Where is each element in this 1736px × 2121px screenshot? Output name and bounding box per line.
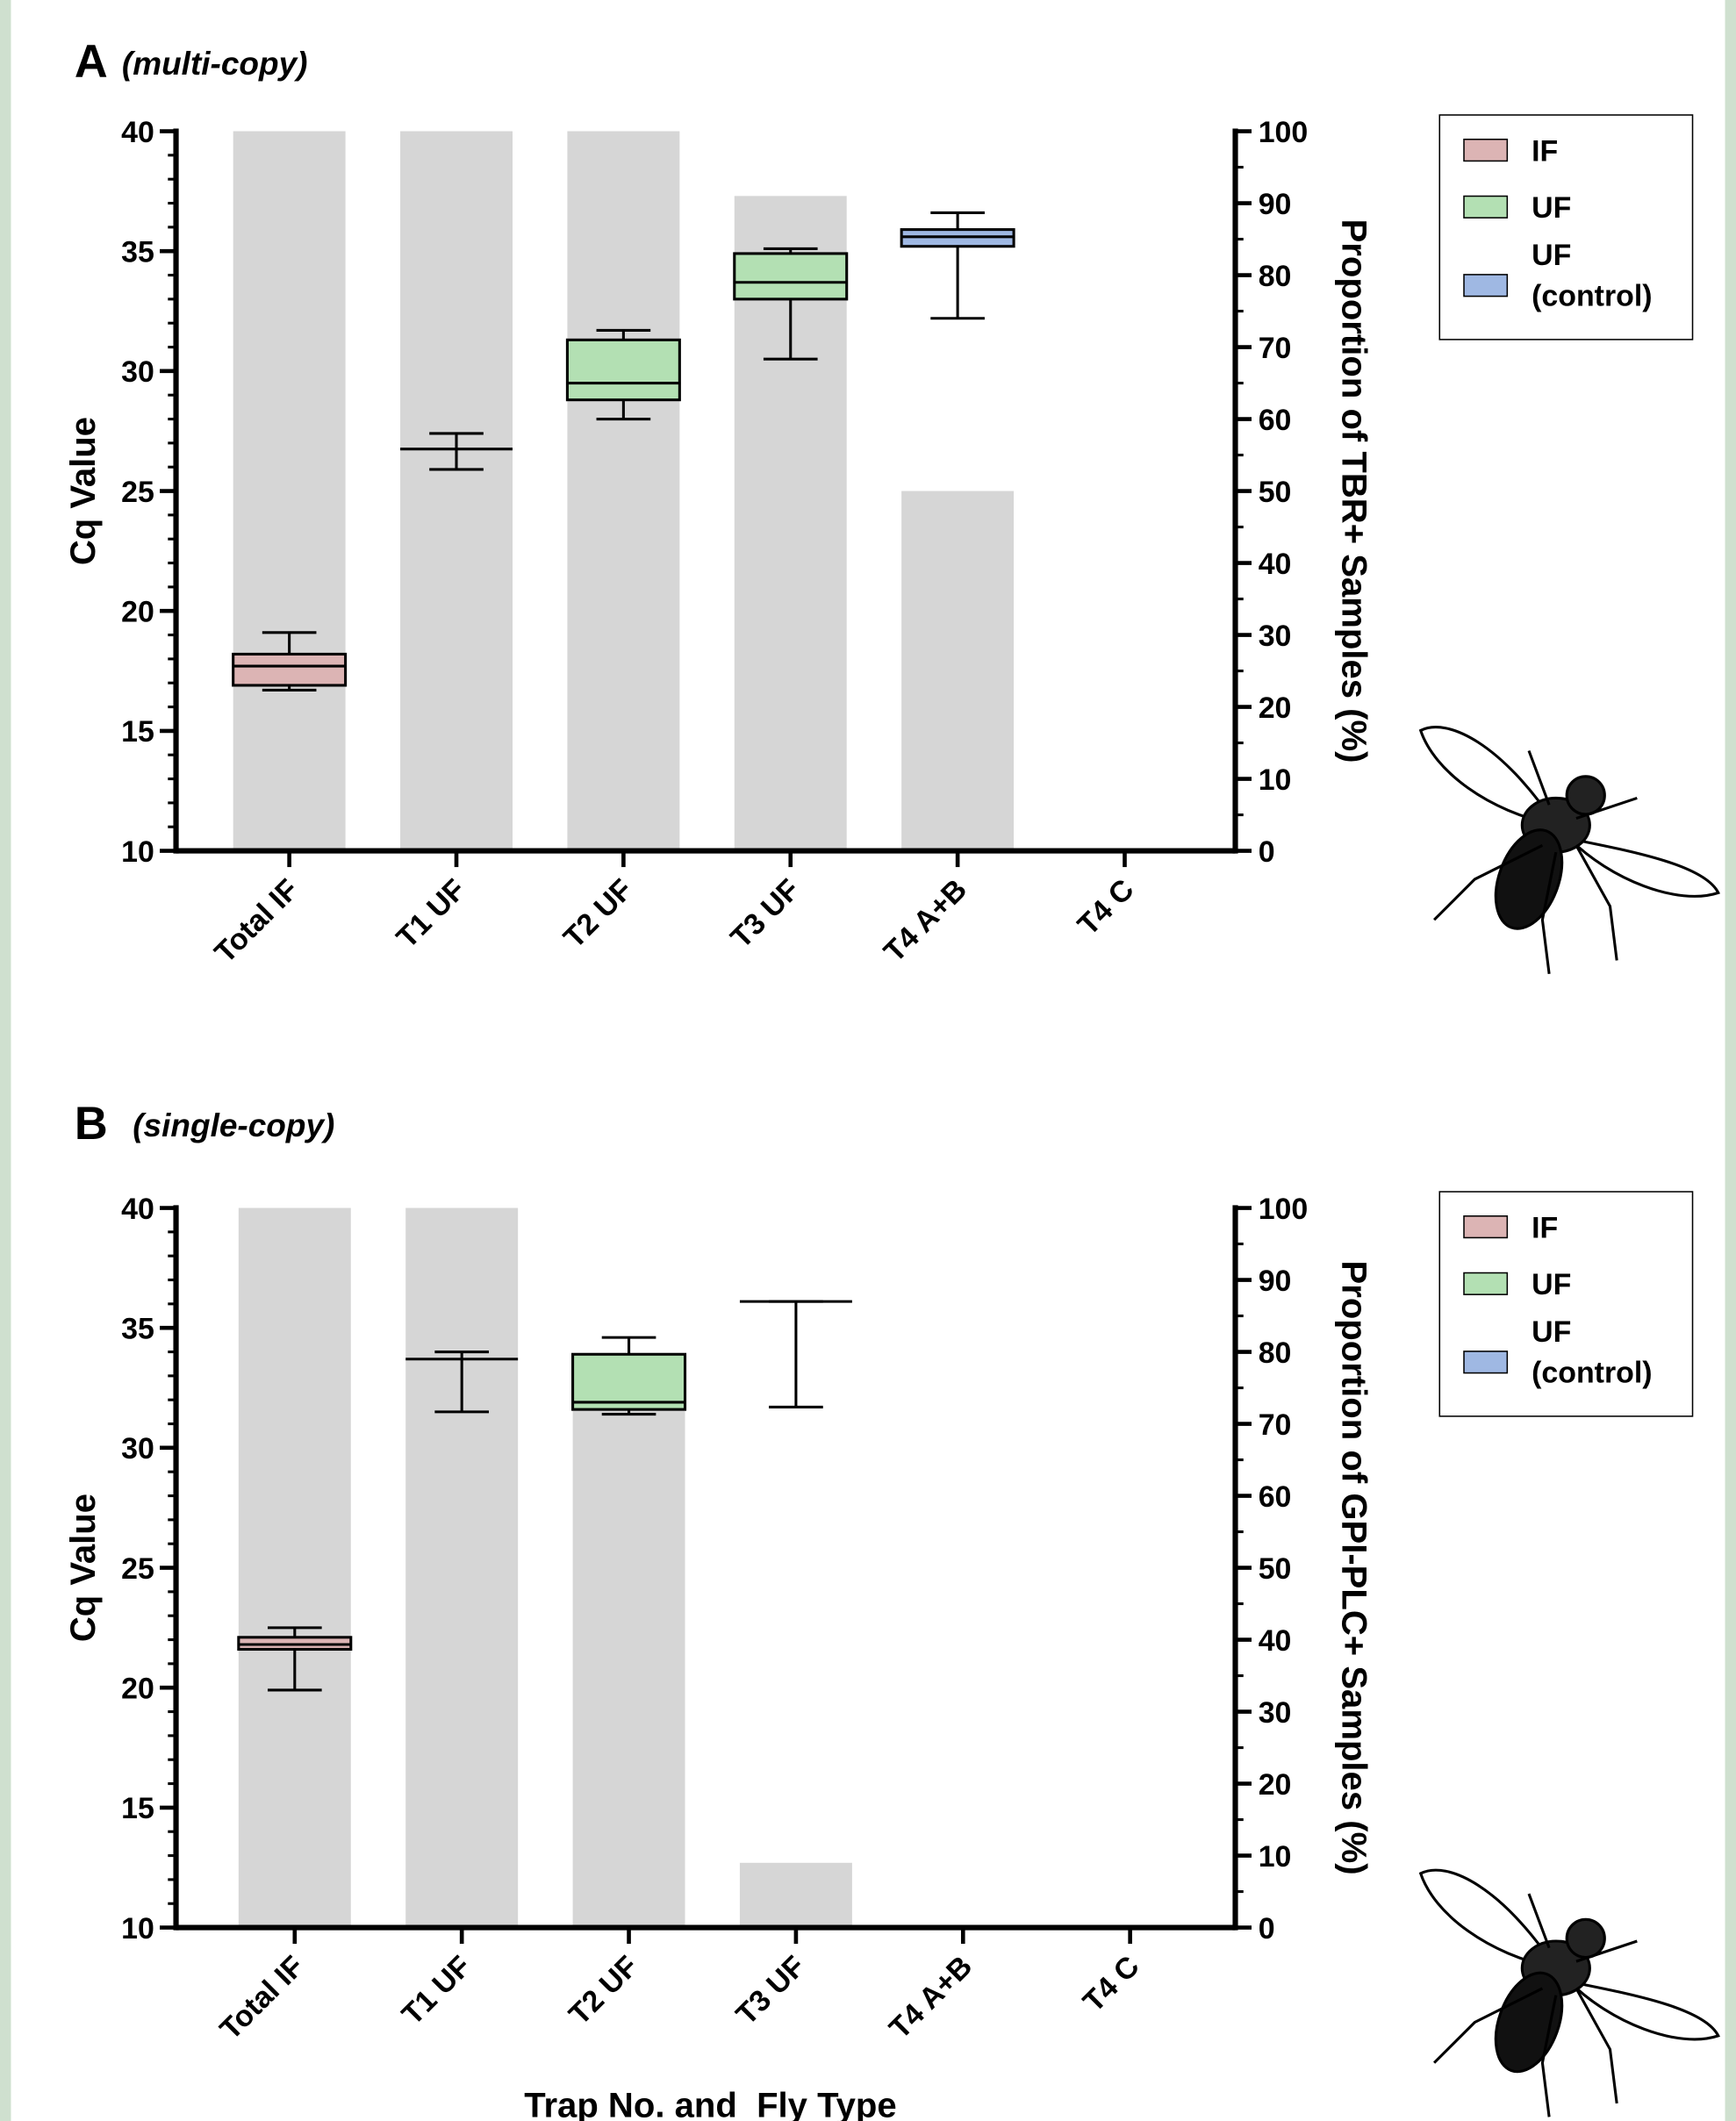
y2-tick-label: 50 (1259, 476, 1292, 509)
y-axis-title: Cq Value (64, 417, 103, 565)
y-tick-label: 40 (121, 116, 154, 149)
proportion-bar (901, 491, 1015, 851)
y2-tick-label: 0 (1259, 1912, 1275, 1945)
y2-tick-label: 80 (1259, 260, 1292, 293)
proportion-bar (739, 1862, 852, 1928)
y-tick-label: 30 (121, 355, 154, 389)
legend-label: IF (1532, 134, 1558, 168)
legend-swatch (1463, 1215, 1509, 1239)
legend-swatch (1463, 138, 1509, 162)
y2-tick-label: 70 (1259, 332, 1292, 365)
box (733, 252, 849, 301)
legend-label: UF (1532, 1268, 1571, 1301)
y-tick-label: 30 (121, 1432, 154, 1465)
legend-swatch (1463, 1351, 1509, 1374)
y2-tick-label: 0 (1259, 835, 1275, 869)
y2-tick-label: 30 (1259, 620, 1292, 653)
y2-tick-label: 30 (1259, 1696, 1292, 1730)
fly-illustration (1418, 1868, 1720, 2117)
legend: IF UF UF (control) (1438, 114, 1694, 340)
y-tick-label: 20 (121, 1673, 154, 1706)
proportion-bar (233, 131, 346, 851)
proportion-bar (400, 131, 513, 851)
y-tick-label: 10 (121, 835, 154, 869)
y2-tick-label: 10 (1259, 1840, 1292, 1874)
y2-tick-label: 10 (1259, 763, 1292, 797)
y-tick-label: 10 (121, 1912, 154, 1945)
y-tick-label: 25 (121, 1552, 154, 1586)
panel-letter: A (75, 37, 108, 88)
y2-tick-label: 40 (1259, 548, 1292, 581)
y2-tick-label: 20 (1259, 1768, 1292, 1802)
box (232, 652, 348, 687)
box (565, 338, 681, 402)
y-tick-label: 15 (121, 715, 154, 749)
y-tick-label: 40 (121, 1193, 154, 1226)
y2-axis-title: Proportion of GPI-PLC+ Samples (%) (1334, 1261, 1373, 1875)
y-axis-title: Cq Value (64, 1494, 103, 1642)
fly-illustration (1418, 726, 1720, 975)
y2-tick-label: 100 (1259, 1193, 1309, 1226)
y2-tick-label: 60 (1259, 404, 1292, 437)
y2-tick-label: 90 (1259, 188, 1292, 221)
y-tick-label: 20 (121, 596, 154, 629)
legend-swatch (1463, 195, 1509, 219)
proportion-bar (405, 1207, 519, 1928)
proportion-bar (238, 1207, 351, 1928)
y2-tick-label: 90 (1259, 1265, 1292, 1298)
legend-label: UF (control) (1532, 1315, 1652, 1389)
proportion-bar (572, 1387, 685, 1928)
y2-tick-label: 50 (1259, 1552, 1292, 1586)
proportion-bar (567, 131, 680, 851)
y2-tick-label: 100 (1259, 116, 1309, 149)
y2-tick-label: 70 (1259, 1408, 1292, 1442)
y2-tick-label: 60 (1259, 1480, 1292, 1514)
y2-tick-label: 40 (1259, 1624, 1292, 1658)
y-tick-label: 25 (121, 476, 154, 509)
panel-subtitle: (single-copy) (133, 1107, 334, 1143)
y2-tick-label: 20 (1259, 691, 1292, 725)
x-axis-title: Trap No. and Fly Type (524, 2086, 896, 2121)
y2-tick-label: 80 (1259, 1336, 1292, 1370)
panel-subtitle: (multi-copy) (122, 46, 308, 82)
y-tick-label: 15 (121, 1792, 154, 1825)
y-tick-label: 35 (121, 236, 154, 269)
panel-letter: B (75, 1099, 108, 1150)
legend-label: UF (control) (1532, 239, 1652, 312)
legend: IF UF UF (control) (1438, 1191, 1694, 1417)
box (571, 1352, 687, 1411)
legend-label: IF (1532, 1211, 1558, 1244)
y-tick-label: 35 (121, 1313, 154, 1346)
y2-axis-title: Proportion of TBR+ Samples (%) (1334, 219, 1373, 763)
legend-label: UF (1532, 191, 1571, 225)
legend-swatch (1463, 1272, 1509, 1295)
legend-swatch (1463, 274, 1509, 297)
